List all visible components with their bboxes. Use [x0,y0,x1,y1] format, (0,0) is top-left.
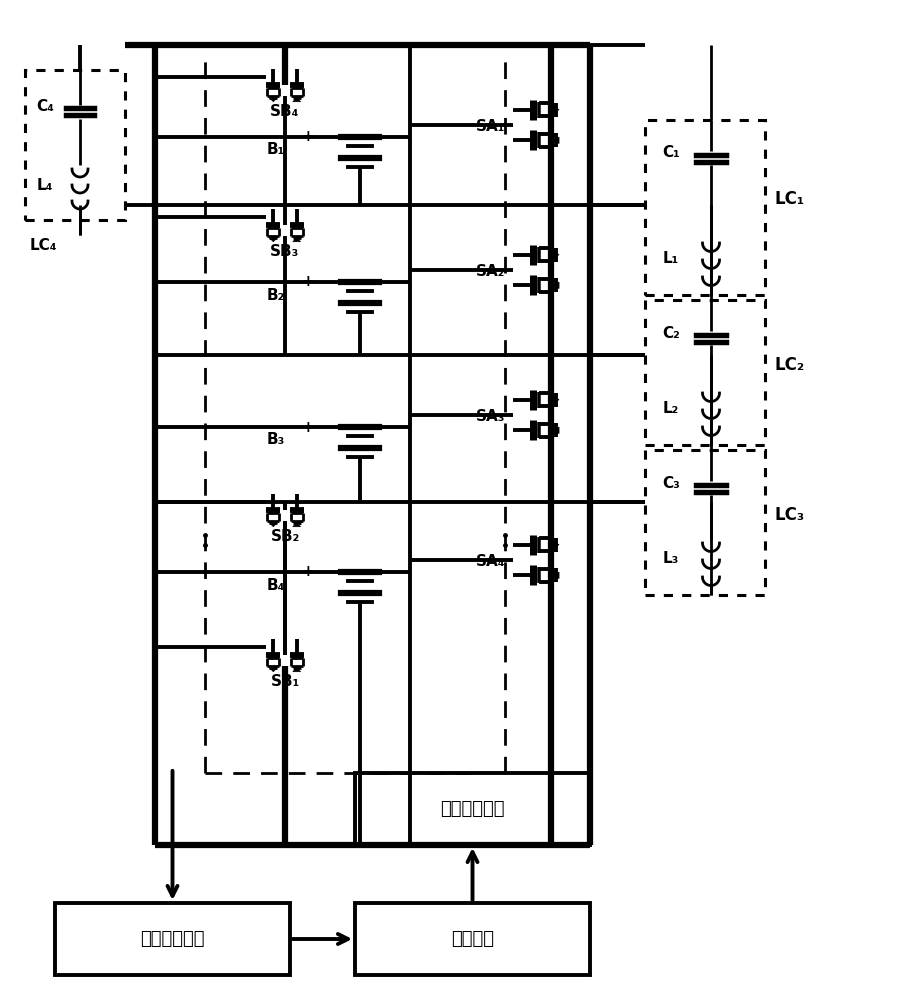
Text: +: + [301,274,314,290]
Polygon shape [553,251,559,258]
Text: C₁: C₁ [662,145,680,160]
Polygon shape [269,668,278,672]
Text: LC₃: LC₃ [775,506,805,524]
Polygon shape [269,523,278,527]
Text: C₂: C₂ [662,326,680,340]
Text: +: + [301,564,314,580]
Text: SA₄: SA₄ [476,554,505,569]
Polygon shape [269,238,278,242]
Text: B₄: B₄ [266,577,285,592]
Text: SA₁: SA₁ [476,119,505,134]
Bar [355,903,590,975]
Text: L₄: L₄ [37,178,53,192]
Text: B₂: B₂ [266,288,285,302]
Bar [645,300,765,445]
Text: L₃: L₃ [663,551,680,566]
Text: LC₂: LC₂ [775,356,805,374]
Polygon shape [293,523,301,527]
Bar [55,903,290,975]
Bar [25,70,125,220]
Text: SA₂: SA₂ [476,264,505,279]
Polygon shape [293,668,301,672]
Polygon shape [553,572,559,579]
Bar [355,773,590,845]
Text: SA₃: SA₃ [476,409,505,424]
Text: L₂: L₂ [663,401,680,416]
Text: +: + [301,129,314,144]
Polygon shape [553,396,559,403]
Text: 微控制器: 微控制器 [451,930,494,948]
Polygon shape [293,98,301,102]
Polygon shape [553,427,559,434]
Polygon shape [293,238,301,242]
Polygon shape [553,106,559,113]
Text: +: + [301,420,314,434]
Text: SB₁: SB₁ [270,674,300,689]
Text: LC₁: LC₁ [775,190,805,208]
Text: 开关驱动电路: 开关驱动电路 [440,800,504,818]
Text: B₃: B₃ [266,432,285,448]
Polygon shape [553,541,559,548]
Polygon shape [553,137,559,144]
Polygon shape [269,98,278,102]
Text: SB₂: SB₂ [270,529,300,544]
Text: LC₄: LC₄ [30,238,57,253]
Bar [645,120,765,295]
Bar [645,450,765,595]
Text: SB₃: SB₃ [270,244,300,259]
Text: B₁: B₁ [266,142,285,157]
Text: C₄: C₄ [36,99,54,114]
Text: L₁: L₁ [663,251,680,266]
Text: SB₄: SB₄ [270,104,300,119]
Text: 电压采样电路: 电压采样电路 [140,930,205,948]
Text: C₃: C₃ [662,476,680,490]
Polygon shape [553,282,559,289]
